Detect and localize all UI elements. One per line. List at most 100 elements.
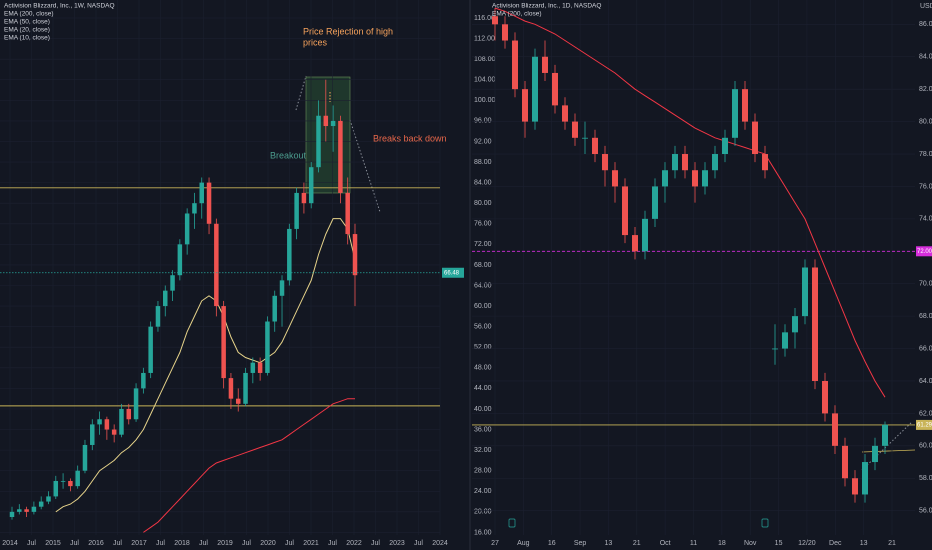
x-tick-label: Dec (829, 540, 842, 547)
candle-body (111, 429, 117, 435)
y-tick-label: 92.00 (474, 138, 492, 145)
y-tick-label: 52.00 (474, 344, 492, 351)
y-tick-label: 24.00 (474, 488, 492, 495)
candle-body (792, 316, 798, 333)
level-label-box (916, 246, 932, 257)
candle-body (702, 170, 708, 187)
last-price-box (442, 267, 464, 278)
candle-body (722, 137, 728, 155)
candle-body (214, 223, 219, 307)
candle-body (612, 170, 618, 187)
candle-body (592, 137, 598, 155)
x-tick-label: Jul (199, 540, 208, 547)
candle-body (163, 290, 168, 307)
y-tick-label: 76.00 (919, 183, 932, 190)
y-tick-label: 108.00 (474, 56, 496, 63)
candle-body (126, 408, 132, 420)
candle-body (250, 362, 256, 373)
y-tick-label: 74.00 (919, 216, 932, 223)
x-tick-label: Jul (113, 540, 122, 547)
candle-body (141, 372, 146, 389)
candle-body (31, 506, 37, 512)
candle-body (692, 170, 698, 187)
indicator-legend: EMA (10, close) (4, 35, 50, 42)
x-tick-label: 2022 (346, 540, 362, 547)
candle-body (502, 24, 508, 41)
y-tick-label: 20.00 (474, 509, 492, 516)
x-tick-label: 13 (860, 540, 868, 547)
candle-body (330, 120, 336, 127)
candle-body (642, 218, 648, 252)
x-tick-label: 2017 (131, 540, 147, 547)
annotation: prices (303, 37, 328, 47)
x-tick-label: 11 (690, 540, 697, 547)
y-tick-label: 56.00 (474, 324, 492, 331)
y-tick-label: 112.00 (474, 35, 495, 42)
indicator-legend: EMA (20, close) (4, 27, 50, 34)
candle-body (522, 89, 528, 122)
x-tick-label: 2018 (174, 540, 190, 547)
candle-body (632, 235, 638, 252)
candle-body (97, 419, 102, 425)
candle-body (90, 424, 95, 445)
candle-body (257, 362, 263, 373)
y-tick-label: 88.00 (474, 159, 492, 166)
x-tick-label: 2016 (88, 540, 104, 547)
candle-body (265, 321, 270, 373)
candle-body (155, 306, 161, 327)
candle-body (712, 154, 718, 171)
x-tick-label: Jul (328, 540, 337, 547)
candle-body (602, 154, 608, 171)
candle-body (572, 121, 578, 138)
x-tick-label: Jul (156, 540, 165, 547)
y-tick-label: 60.00 (919, 443, 932, 450)
y-tick-label: 68.00 (474, 262, 492, 269)
x-tick-label: 2024 (432, 540, 448, 547)
y-tick-label: 96.00 (474, 118, 492, 125)
x-tick-label: 21 (888, 540, 896, 547)
candle-body (17, 509, 22, 512)
x-tick-label: Nov (744, 540, 757, 547)
indicator-legend: EMA (200, close) (4, 11, 54, 18)
trend-line (861, 449, 916, 453)
candle-body (582, 137, 588, 139)
candle-body (294, 192, 299, 229)
candle-body (842, 445, 848, 479)
annotation: Breakout (270, 150, 307, 160)
x-tick-label: 2014 (2, 540, 18, 547)
level-label-box (916, 419, 932, 430)
y-tick-label: 60.00 (474, 303, 492, 310)
event-icon[interactable] (508, 518, 516, 528)
x-tick-label: Jul (242, 540, 251, 547)
event-icon[interactable] (761, 518, 769, 528)
candle-body (672, 154, 678, 171)
candle-body (9, 511, 15, 517)
y-tick-label: 70.00 (919, 281, 932, 288)
candle-body (38, 501, 44, 507)
y-tick-label: 80.00 (474, 200, 492, 207)
candle-body (682, 154, 688, 171)
candle-body (352, 234, 358, 276)
candle-body (68, 480, 73, 487)
ema-line (143, 398, 355, 533)
x-tick-label: 21 (633, 540, 641, 547)
x-tick-label: 27 (491, 540, 499, 547)
arrow (295, 75, 307, 111)
candle-body (279, 280, 285, 296)
candle-body (562, 105, 568, 122)
level-label: 72.00 (917, 249, 932, 255)
x-tick-label: 2015 (45, 540, 61, 547)
candle-body (802, 267, 808, 317)
arrow (349, 119, 381, 213)
candle-body (192, 203, 197, 214)
candle-body (338, 120, 343, 193)
y-tick-label: 58.00 (919, 475, 932, 482)
y-tick-label: 82.00 (919, 86, 932, 93)
x-tick-label: Jul (414, 540, 423, 547)
candle-body (104, 419, 110, 430)
candle-body (316, 115, 321, 168)
candle-body (272, 295, 277, 322)
annotation: Price Rejection of high (303, 26, 393, 36)
last-price-label: 66.48 (444, 270, 460, 276)
chart-title: Activision Blizzard, Inc., 1D, NASDAQ (492, 3, 601, 10)
